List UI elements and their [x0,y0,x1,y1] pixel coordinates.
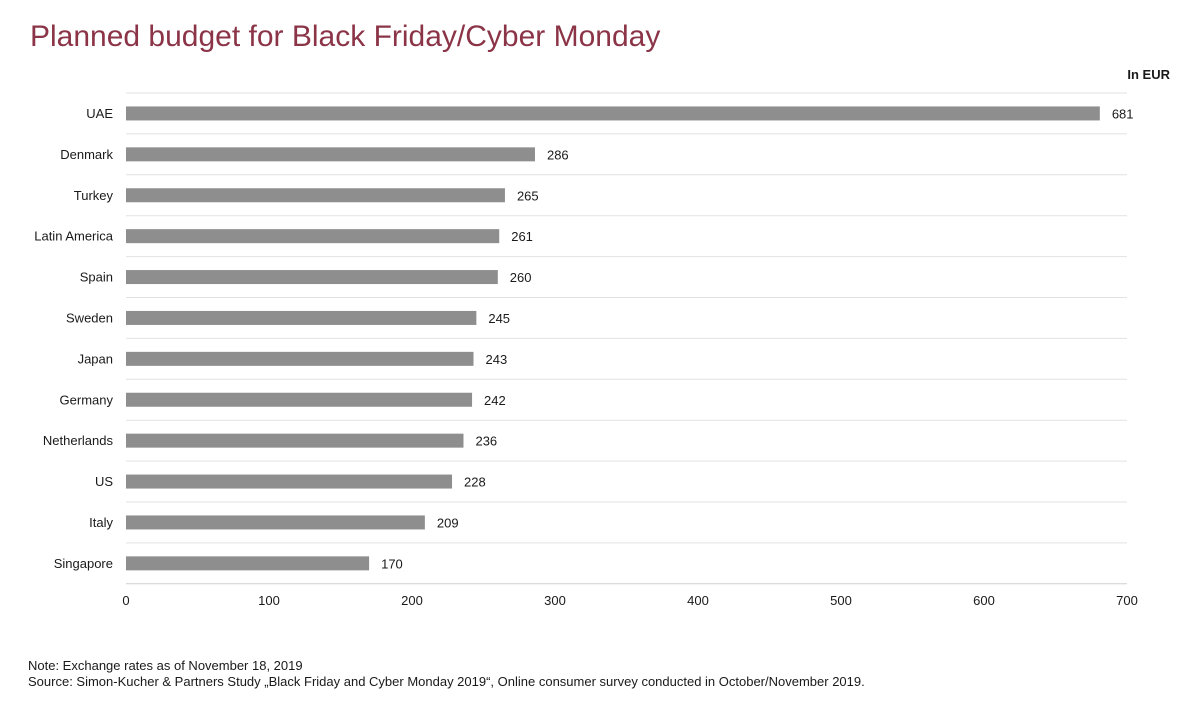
category-label: Singapore [54,556,113,571]
value-label: 170 [381,556,403,571]
source-text: Source: Simon-Kucher & Partners Study „B… [28,674,865,689]
value-label: 261 [511,229,533,244]
category-label: Italy [89,515,113,530]
bar [126,392,473,407]
category-label: Japan [78,351,113,366]
category-label: Spain [80,270,113,285]
value-label: 681 [1112,106,1134,121]
x-tick-label: 100 [258,593,280,608]
x-tick-label: 500 [830,593,852,608]
category-label: Denmark [60,147,113,162]
x-tick-label: 0 [122,593,129,608]
value-label: 245 [488,311,510,326]
x-tick-label: 700 [1116,593,1138,608]
bar [126,351,474,366]
bar [126,556,370,571]
value-label: 243 [485,352,507,367]
value-label: 265 [517,188,539,203]
value-label: 236 [475,434,497,449]
x-tick-label: 400 [687,593,709,608]
x-tick-label: 600 [973,593,995,608]
category-label: UAE [86,106,113,121]
bar [126,310,477,325]
value-label: 260 [510,270,532,285]
category-label: US [95,474,113,489]
bar [126,106,1100,121]
unit-label: In EUR [1127,67,1170,82]
bar [126,515,425,530]
bar [126,188,505,203]
value-label: 209 [437,515,459,530]
category-label: Sweden [66,310,113,325]
bar [126,147,535,162]
value-label: 242 [484,393,506,408]
value-label: 286 [547,147,569,162]
category-label: Germany [60,392,114,407]
category-label: Turkey [74,188,114,203]
value-label: 228 [464,475,486,490]
bar [126,229,500,244]
category-label: Netherlands [43,433,114,448]
bar [126,433,464,448]
bar [126,270,498,285]
chart-title: Planned budget for Black Friday/Cyber Mo… [30,20,661,53]
footnotes: Note: Exchange rates as of November 18, … [28,658,865,690]
bar [126,474,453,489]
note-text: Note: Exchange rates as of November 18, … [28,658,303,673]
x-tick-label: 200 [401,593,423,608]
category-label: Latin America [34,229,114,244]
x-tick-label: 300 [544,593,566,608]
